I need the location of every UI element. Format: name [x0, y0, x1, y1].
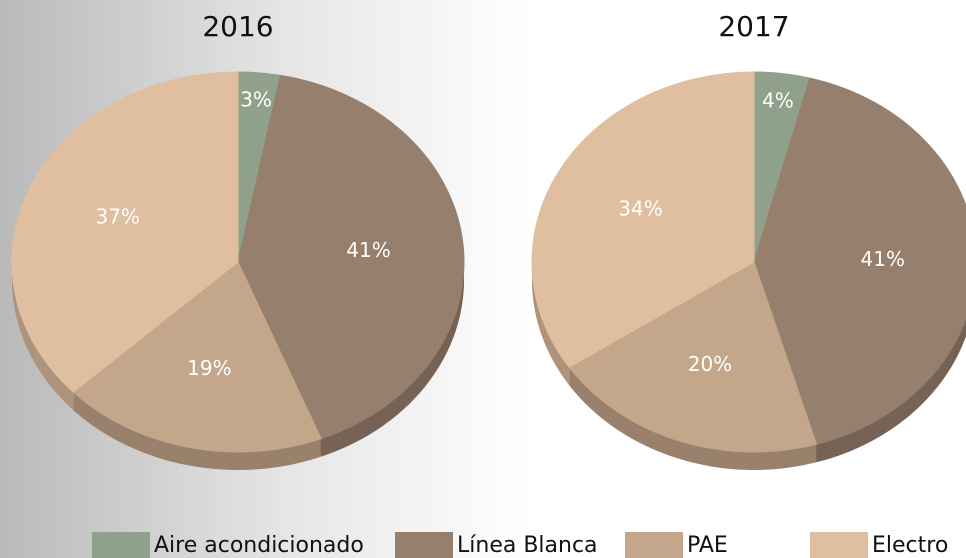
legend-swatch	[395, 532, 453, 558]
chart-title: 2016	[202, 10, 273, 43]
data-label: 41%	[861, 247, 905, 271]
legend-swatch	[810, 532, 868, 558]
data-label: 20%	[688, 352, 732, 376]
data-label: 41%	[346, 238, 390, 262]
legend-label: Línea Blanca	[457, 533, 598, 558]
legend-label: Electro	[872, 533, 948, 558]
data-label: 3%	[240, 88, 272, 112]
data-label: 4%	[762, 88, 794, 112]
data-label: 37%	[95, 205, 139, 229]
legend-label: PAE	[687, 533, 728, 558]
legend-swatch	[625, 532, 683, 558]
chart-title: 2017	[718, 10, 789, 43]
legend-label: Aire acondicionado	[154, 533, 364, 558]
data-label: 34%	[618, 196, 662, 220]
legend-swatch	[92, 532, 150, 558]
chart: 2016 3% 41% 19% 37% 2017 4% 41% 20% 34% Aire acond…	[0, 0, 966, 558]
data-label: 19%	[187, 356, 231, 380]
